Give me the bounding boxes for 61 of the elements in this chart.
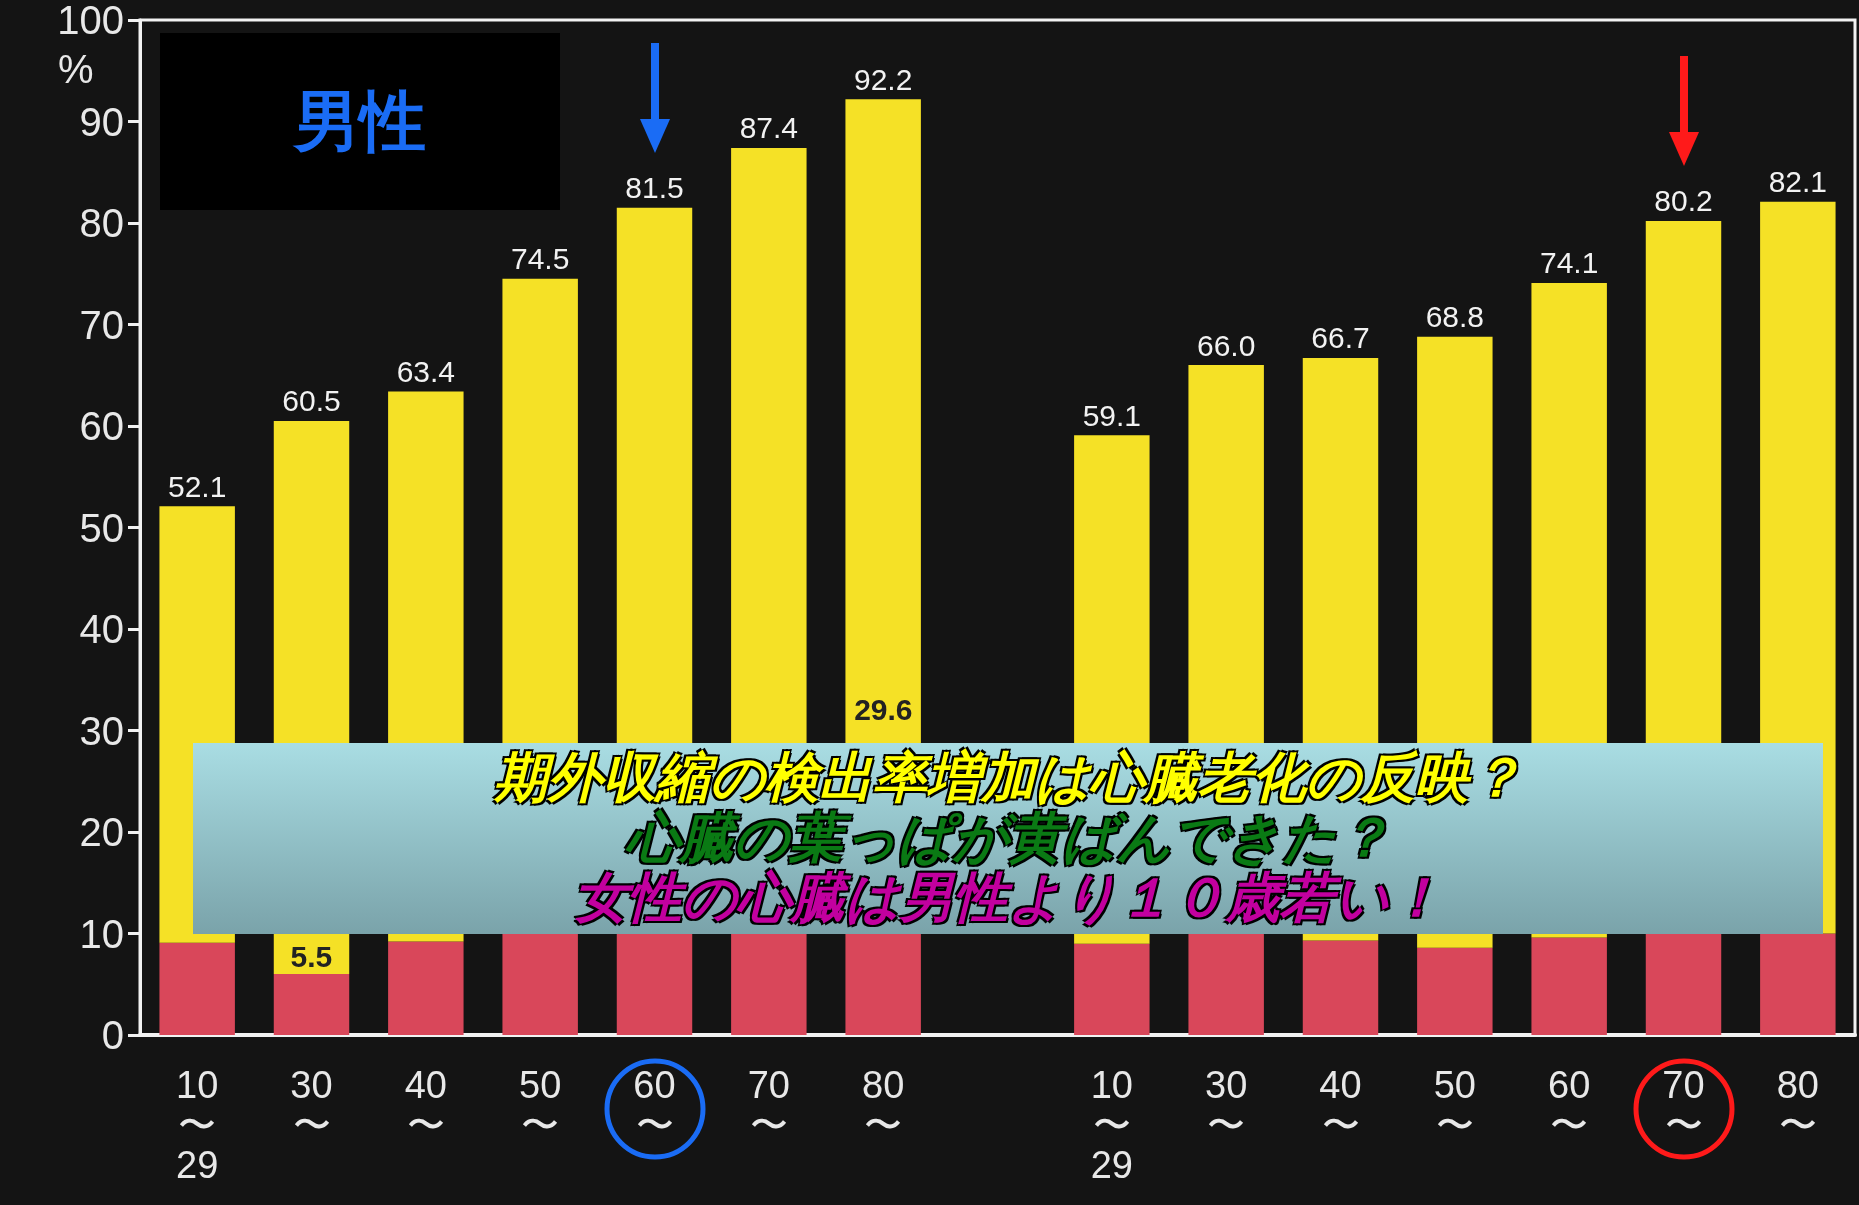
annotation: 29.6 [854, 693, 913, 728]
y-tick-label: 40 [79, 607, 124, 651]
bar [1531, 937, 1607, 1035]
x-tick-label: 40 〜 [1319, 1064, 1362, 1146]
y-tick-label: 100 [57, 0, 124, 42]
bar [273, 974, 350, 1035]
annotation: 5.5 [290, 939, 333, 974]
bar [159, 942, 235, 1035]
bar [616, 933, 693, 1035]
total-label: 66.0 [1196, 328, 1256, 362]
x-tick-label: 70 〜 [747, 1064, 790, 1146]
caption-panel: 期外収縮の検出率増加は心臓老化の反映？ 心臓の葉っぱが黄ばんできた？ 女性の心臓は男性より１０歳若い！ [193, 742, 1823, 934]
x-tick-label: 40 〜 [404, 1064, 447, 1146]
total-label: 60.5 [282, 384, 341, 418]
x-tick-label: 50 〜 [1433, 1064, 1476, 1146]
x-tick-label: 80 〜 [1776, 1064, 1819, 1146]
y-tick-label: 80 [79, 201, 124, 245]
total-label: 63.4 [396, 354, 456, 388]
bar [1302, 940, 1379, 1035]
bar [1417, 947, 1493, 1035]
x-tick-label: 10 〜 29 [1090, 1064, 1133, 1186]
total-label: 81.5 [625, 171, 684, 205]
total-label: 66.7 [1311, 321, 1370, 355]
y-tick-label: 0 [101, 1013, 124, 1057]
bar [845, 933, 921, 1035]
x-tick-label: 80 〜 [862, 1064, 905, 1146]
total-label: 68.8 [1425, 300, 1485, 334]
total-label: 74.5 [510, 242, 570, 276]
bar [502, 933, 578, 1035]
annotation: 女性の心臓は男性より１０歳若い！ [573, 866, 1443, 929]
y-tick-label: 90 [79, 99, 124, 144]
y-tick-label: 50 [79, 505, 124, 550]
annotation: 期外収縮の検出率増加は心臓老化の反映？ [493, 746, 1523, 809]
total-label: 80.2 [1654, 184, 1713, 218]
label-panel: 男性 [160, 33, 560, 210]
total-label: 92.2 [853, 62, 913, 96]
bar [388, 941, 464, 1035]
y-tick-label: 70 [79, 302, 124, 347]
total-label: 82.1 [1768, 165, 1828, 199]
x-tick-label: 30 〜 [1205, 1064, 1248, 1146]
y-tick-label: 30 [79, 708, 124, 753]
x-tick-label: 60 〜 [633, 1064, 676, 1146]
bar [1760, 933, 1836, 1035]
bar [1645, 933, 1722, 1035]
total-label: 74.1 [1539, 246, 1599, 280]
y-tick-label: 20 [79, 810, 124, 854]
x-tick-label: 60 〜 [1548, 1064, 1591, 1146]
annotation: 心臓の葉っぱが黄ばんできた？ [625, 806, 1391, 869]
total-label: 52.1 [167, 469, 227, 503]
y-tick-label: 60 [79, 404, 124, 448]
bar [731, 933, 807, 1035]
total-label: 87.4 [739, 111, 799, 145]
bar [1188, 933, 1264, 1035]
x-tick-label: 30 〜 [290, 1064, 333, 1146]
x-tick-label: 50 〜 [519, 1064, 562, 1146]
x-tick-label: 10 〜 29 [176, 1064, 219, 1186]
bar [1074, 943, 1150, 1035]
y-tick-label: 10 [79, 911, 124, 956]
y-axis-title: % [58, 46, 94, 92]
total-label: 59.1 [1082, 398, 1142, 432]
x-tick-label: 70 〜 [1662, 1064, 1705, 1146]
